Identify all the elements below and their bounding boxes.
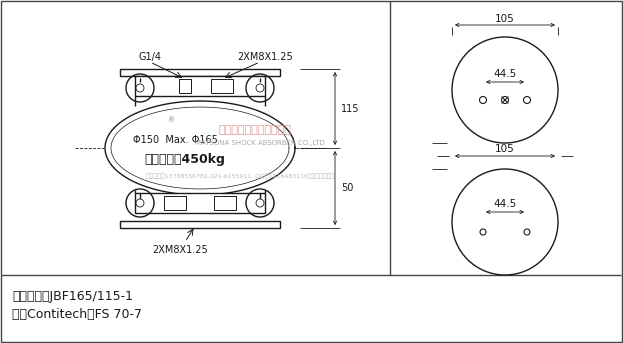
- Circle shape: [256, 84, 264, 92]
- Circle shape: [452, 169, 558, 275]
- Text: 最大承载：450kg: 最大承载：450kg: [145, 154, 226, 166]
- Text: 产品型号：JBF165/115-1: 产品型号：JBF165/115-1: [12, 290, 133, 303]
- Text: 2XM8X1.25: 2XM8X1.25: [152, 245, 208, 255]
- Circle shape: [480, 96, 487, 104]
- Polygon shape: [105, 101, 295, 195]
- Circle shape: [524, 229, 530, 235]
- Text: Φ150  Max. Φ165: Φ150 Max. Φ165: [133, 135, 217, 145]
- Circle shape: [452, 37, 558, 143]
- Text: 115: 115: [341, 104, 359, 114]
- Text: 105: 105: [495, 14, 515, 24]
- Text: 上海松夏减震器有限公司: 上海松夏减震器有限公司: [219, 125, 292, 135]
- Bar: [214, 196, 236, 210]
- Text: G1/4: G1/4: [138, 52, 161, 62]
- Circle shape: [523, 96, 531, 104]
- Text: 50: 50: [341, 183, 353, 193]
- Circle shape: [136, 84, 144, 92]
- Text: 44.5: 44.5: [493, 199, 516, 209]
- Text: 联系方式：13788556782,021-6155911, QQ：1516483116，微信：同手机: 联系方式：13788556782,021-6155911, QQ：1516483…: [146, 173, 334, 179]
- Text: ®: ®: [168, 117, 176, 123]
- Text: 2XM8X1.25: 2XM8X1.25: [237, 52, 293, 62]
- Bar: [211, 79, 233, 93]
- Circle shape: [502, 96, 508, 104]
- Bar: [120, 69, 280, 76]
- Bar: [135, 76, 265, 96]
- Circle shape: [256, 199, 264, 207]
- Text: 对应Contitech：FS 70-7: 对应Contitech：FS 70-7: [12, 308, 142, 321]
- Bar: [120, 221, 280, 228]
- Bar: [135, 193, 265, 213]
- Bar: [179, 79, 191, 93]
- Bar: [164, 196, 186, 210]
- Text: 44.5: 44.5: [493, 69, 516, 79]
- Circle shape: [480, 229, 486, 235]
- Text: MATSONA SHOCK ABSORBER CO.,LTD: MATSONA SHOCK ABSORBER CO.,LTD: [195, 140, 325, 146]
- Circle shape: [136, 199, 144, 207]
- Text: 105: 105: [495, 144, 515, 154]
